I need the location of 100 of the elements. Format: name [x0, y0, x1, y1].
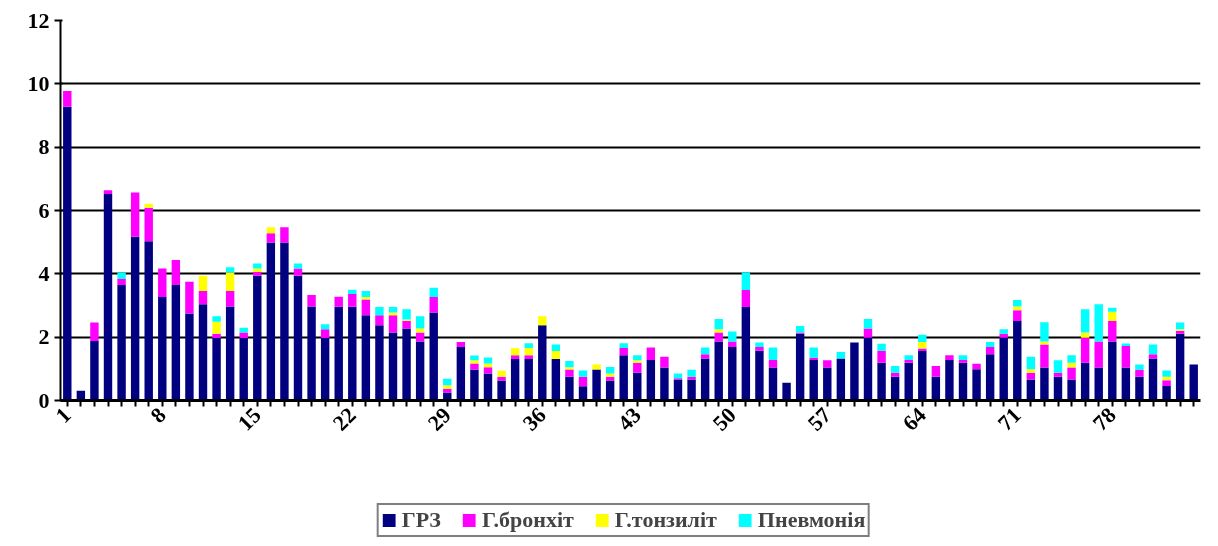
- x-tick-label: 29: [422, 402, 456, 436]
- bar: [307, 306, 316, 401]
- bar: [877, 350, 886, 363]
- bar: [388, 312, 398, 316]
- legend-label: Г.бронхіт: [481, 506, 574, 533]
- bar: [1108, 321, 1117, 342]
- y-tick-label: 2: [38, 324, 50, 350]
- bar: [823, 367, 832, 401]
- bar: [660, 356, 669, 368]
- x-tick-label: 64: [897, 402, 931, 436]
- bar: [565, 376, 574, 401]
- bar: [361, 299, 371, 316]
- bar: [63, 91, 72, 107]
- bar: [510, 359, 520, 401]
- bar: [1148, 358, 1158, 401]
- bar: [388, 315, 398, 333]
- y-tick-label: 8: [38, 134, 50, 160]
- bar: [524, 347, 533, 356]
- bar: [1040, 367, 1049, 401]
- x-tick-label: 71: [992, 402, 1026, 436]
- bar: [144, 241, 153, 401]
- bar: [728, 331, 737, 342]
- bar: [551, 344, 561, 352]
- bar: [565, 367, 574, 370]
- bar: [402, 328, 411, 401]
- bar: [1094, 304, 1103, 342]
- bar: [619, 355, 628, 401]
- bar: [1162, 370, 1171, 377]
- bar: [348, 306, 357, 401]
- bar: [660, 367, 669, 401]
- bar: [904, 359, 913, 363]
- bar: [402, 309, 411, 320]
- bar: [429, 312, 438, 401]
- bar: [1121, 367, 1131, 401]
- bar: [361, 315, 371, 401]
- bar: [198, 290, 208, 305]
- bar: [212, 333, 221, 339]
- bar: [714, 319, 723, 330]
- bar: [809, 359, 818, 401]
- bar: [158, 268, 167, 297]
- bar: [1013, 300, 1022, 307]
- x-tick-label: 57: [802, 402, 836, 436]
- bar: [1026, 369, 1036, 373]
- bar: [592, 369, 601, 401]
- y-tick-label: 0: [38, 387, 50, 413]
- bar: [483, 367, 493, 374]
- bar: [103, 190, 113, 195]
- bar: [415, 316, 425, 329]
- bar: [293, 268, 303, 276]
- bar: [1135, 369, 1144, 377]
- legend-label: Пневмонія: [757, 506, 866, 533]
- bar: [687, 379, 696, 401]
- bar: [320, 329, 330, 339]
- bar: [1189, 364, 1198, 401]
- bar: [999, 333, 1008, 338]
- bar: [1013, 306, 1022, 311]
- bar: [470, 369, 479, 401]
- legend-label: ГРЗ: [401, 506, 441, 533]
- bar: [130, 236, 140, 401]
- bar: [63, 106, 72, 401]
- bar: [225, 272, 235, 291]
- bar: [225, 306, 235, 401]
- bar: [985, 354, 995, 401]
- bar: [1080, 332, 1090, 338]
- bar: [510, 348, 520, 356]
- bar: [714, 332, 723, 342]
- bar: [863, 337, 873, 401]
- bar: [565, 369, 574, 377]
- bar: [1026, 372, 1036, 380]
- bar: [225, 290, 235, 307]
- bar: [904, 362, 913, 401]
- bar: [605, 376, 615, 381]
- bar: [1080, 309, 1090, 333]
- bar: [768, 359, 778, 368]
- y-tick-label: 12: [27, 7, 50, 33]
- bar: [524, 359, 533, 401]
- bar: [1080, 362, 1090, 401]
- bar: [429, 296, 438, 313]
- y-tick-label: 10: [27, 70, 50, 96]
- bar: [755, 342, 764, 347]
- bar: [470, 360, 479, 364]
- bar: [877, 362, 886, 401]
- bar: [728, 346, 737, 401]
- bar: [198, 275, 208, 291]
- bar: [700, 358, 710, 401]
- bar: [375, 325, 384, 401]
- bar: [755, 350, 764, 401]
- bar: [850, 342, 859, 401]
- bar: [1135, 376, 1144, 401]
- x-tick-label: 22: [327, 402, 361, 436]
- bar: [185, 281, 194, 314]
- bar: [999, 337, 1008, 401]
- bar: [1040, 322, 1049, 342]
- bar: [1135, 364, 1144, 370]
- bar: [1080, 337, 1090, 363]
- bar: [1067, 379, 1076, 401]
- bar: [931, 365, 941, 377]
- bar: [918, 334, 927, 342]
- bar: [158, 296, 167, 401]
- bar: [1053, 360, 1063, 373]
